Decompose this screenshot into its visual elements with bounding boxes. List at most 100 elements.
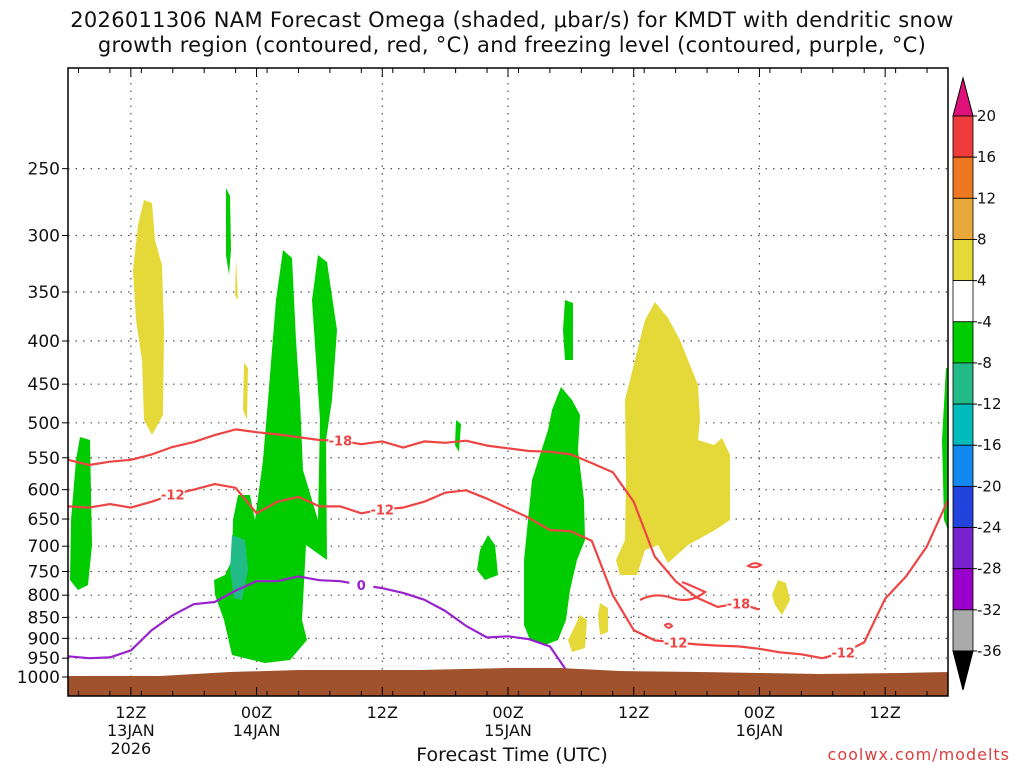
x-tick-label: 16JAN [736, 721, 784, 740]
y-tick-label: 250 [28, 160, 60, 180]
x-tick-label: 13JAN [107, 721, 155, 740]
x-tick-label: 12Z [618, 703, 649, 722]
omega-yellow-area [772, 580, 790, 615]
colorbar-swatch [952, 280, 974, 323]
x-tick-label: 14JAN [233, 721, 281, 740]
colorbar-label: 16 [977, 148, 996, 166]
omega-yellow-area [598, 603, 608, 635]
y-axis: 2503003504004505005506006507007508008509… [17, 160, 68, 688]
contour-dgz [639, 580, 708, 602]
colorbar-label: -36 [977, 642, 1002, 660]
omega-yellow-area [616, 302, 730, 575]
colorbar-swatch [952, 115, 974, 158]
omega-green-area [563, 300, 573, 360]
colorbar-swatch [952, 239, 974, 282]
y-tick-label: 900 [28, 629, 60, 649]
contour-dgz [68, 483, 948, 660]
colorbar-swatch [952, 485, 974, 528]
colorbar-swatch [952, 568, 974, 611]
x-tick-label: 15JAN [484, 721, 532, 740]
y-tick-label: 450 [28, 375, 60, 395]
colorbar-label: -24 [977, 519, 1002, 537]
chart-title: 2026011306 NAM Forecast Omega (shaded, μ… [0, 8, 1024, 58]
x-tick-label: 00Z [492, 703, 523, 722]
contours [68, 428, 948, 693]
colorbar-swatch [952, 197, 974, 240]
colorbar: 20 16 12 8 4 -4 -8 -12 -16 -20 -24 -28 -32 -36 [952, 76, 1002, 691]
credit-text: coolwx.com/modelts [827, 745, 1010, 764]
colorbar-label: -12 [977, 395, 1002, 413]
y-tick-label: 750 [28, 563, 60, 583]
contour-dgz [745, 562, 763, 569]
colorbar-swatch [952, 321, 974, 364]
contour-label: -12 [831, 647, 855, 662]
x-tick-label: 00Z [241, 703, 272, 722]
plot-background [68, 68, 948, 696]
contour-label: -18 [329, 435, 353, 450]
contour-label-bg [349, 576, 374, 592]
omega-yellow-area [235, 258, 238, 300]
x-tick-label: 12Z [367, 703, 398, 722]
contour-label-bg [328, 432, 353, 448]
y-tick-label: 850 [28, 608, 60, 628]
y-tick-label: 650 [28, 510, 60, 530]
terrain [68, 668, 948, 696]
colorbar-swatch [952, 527, 974, 570]
colorbar-label: -8 [977, 354, 992, 372]
colorbar-label: 12 [977, 189, 996, 207]
colorbar-swatch [952, 362, 974, 405]
contour-dgz [663, 622, 674, 629]
contour-label: -12 [664, 636, 688, 651]
x-axis-label: Forecast Time (UTC) [416, 744, 608, 766]
y-tick-label: 600 [28, 481, 60, 501]
y-tick-label: 1000 [17, 668, 60, 688]
y-tick-label: 400 [28, 332, 60, 352]
x-tick-label: 2026 [110, 739, 151, 758]
colorbar-label: -32 [977, 601, 1002, 619]
omega-green-area [455, 420, 461, 452]
contour-label: -12 [371, 503, 395, 518]
colorbar-under-arrow [952, 650, 974, 691]
omega-green-area [70, 437, 92, 590]
contour-label-bg [726, 595, 751, 611]
colorbar-label: -20 [977, 477, 1002, 495]
y-tick-label: 550 [28, 449, 60, 469]
colorbar-swatch [952, 609, 974, 652]
y-tick-label: 700 [28, 537, 60, 557]
colorbar-swatch [952, 156, 974, 199]
x-tick-label: 12Z [115, 703, 146, 722]
contour-label-bg [160, 486, 185, 502]
colorbar-swatch [952, 403, 974, 446]
y-tick-label: 500 [28, 414, 60, 434]
colorbar-label: -28 [977, 560, 1002, 578]
x-tick-label: 00Z [744, 703, 775, 722]
omega-green-area [477, 535, 498, 580]
contour-label: -12 [161, 489, 185, 504]
omega-yellow-area [568, 615, 587, 652]
title-line-2: growth region (contoured, red, °C) and f… [97, 33, 927, 57]
colorbar-label: -16 [977, 436, 1002, 454]
colorbar-label: 4 [977, 272, 987, 290]
contour-label-bg [663, 634, 688, 650]
omega-green-area [942, 368, 948, 530]
y-tick-label: 300 [28, 226, 60, 246]
colorbar-label: 20 [977, 107, 996, 125]
contour-label-bg [370, 501, 395, 517]
y-tick-label: 800 [28, 586, 60, 606]
omega-yellow-area [243, 363, 248, 420]
contour-label: -18 [727, 597, 751, 612]
omega-shading [70, 188, 948, 663]
contour-dgz [68, 428, 760, 611]
title-line-1: 2026011306 NAM Forecast Omega (shaded, μ… [70, 8, 954, 32]
y-tick-label: 350 [28, 283, 60, 303]
omega-green-area [524, 387, 585, 645]
y-tick-label: 950 [28, 649, 60, 669]
omega-yellow-area [133, 200, 164, 435]
omega-teal-area [230, 535, 248, 600]
colorbar-over-arrow [952, 76, 974, 117]
omega-green-area [226, 188, 231, 275]
colorbar-swatch [952, 444, 974, 487]
contour-labels: -18 -18 -12 -12 -12 -12 0 [160, 432, 856, 662]
